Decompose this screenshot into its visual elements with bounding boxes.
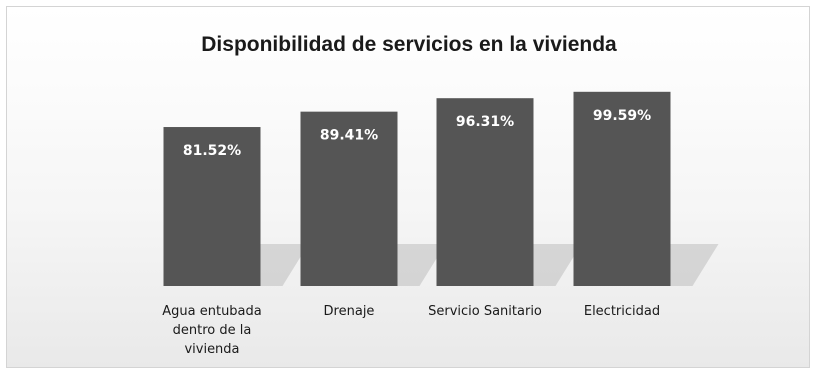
category-label: Drenaje: [324, 304, 375, 319]
bar-shadow: [397, 244, 446, 286]
category-label-line: Electricidad: [584, 304, 660, 319]
bars: [163, 91, 671, 287]
category-label-line: Agua entubada: [162, 304, 262, 319]
bar: [163, 127, 261, 286]
category-label-line: Drenaje: [324, 304, 375, 319]
bar-shadow: [260, 244, 309, 286]
data-label: 96.31%: [456, 114, 514, 130]
category-label: Servicio Sanitario: [428, 304, 542, 319]
chart-title: Disponibilidad de servicios en la vivien…: [201, 33, 617, 56]
chart-frame: Disponibilidad de servicios en la vivien…: [6, 6, 810, 368]
data-labels: 81.52% 89.41% 96.31% 99.59%: [183, 108, 651, 159]
category-label-line: Servicio Sanitario: [428, 304, 542, 319]
bar-shadow: [670, 244, 719, 286]
bar-shadow: [533, 244, 582, 286]
data-label: 99.59%: [593, 108, 651, 124]
bar: [436, 98, 534, 287]
category-label-line: vivienda: [184, 342, 239, 357]
bar: [300, 111, 398, 286]
bar-chart: Disponibilidad de servicios en la vivien…: [162, 33, 719, 357]
category-label: Electricidad: [584, 304, 660, 319]
category-label: Agua entubada dentro de la vivienda: [162, 304, 262, 357]
category-label-line: dentro de la: [173, 323, 252, 338]
data-label: 89.41%: [320, 128, 378, 144]
bar-shadows: [260, 244, 719, 286]
bar: [573, 91, 671, 286]
data-label: 81.52%: [183, 143, 241, 159]
category-labels: Agua entubada dentro de la vivienda Drenaje…: [162, 304, 660, 357]
